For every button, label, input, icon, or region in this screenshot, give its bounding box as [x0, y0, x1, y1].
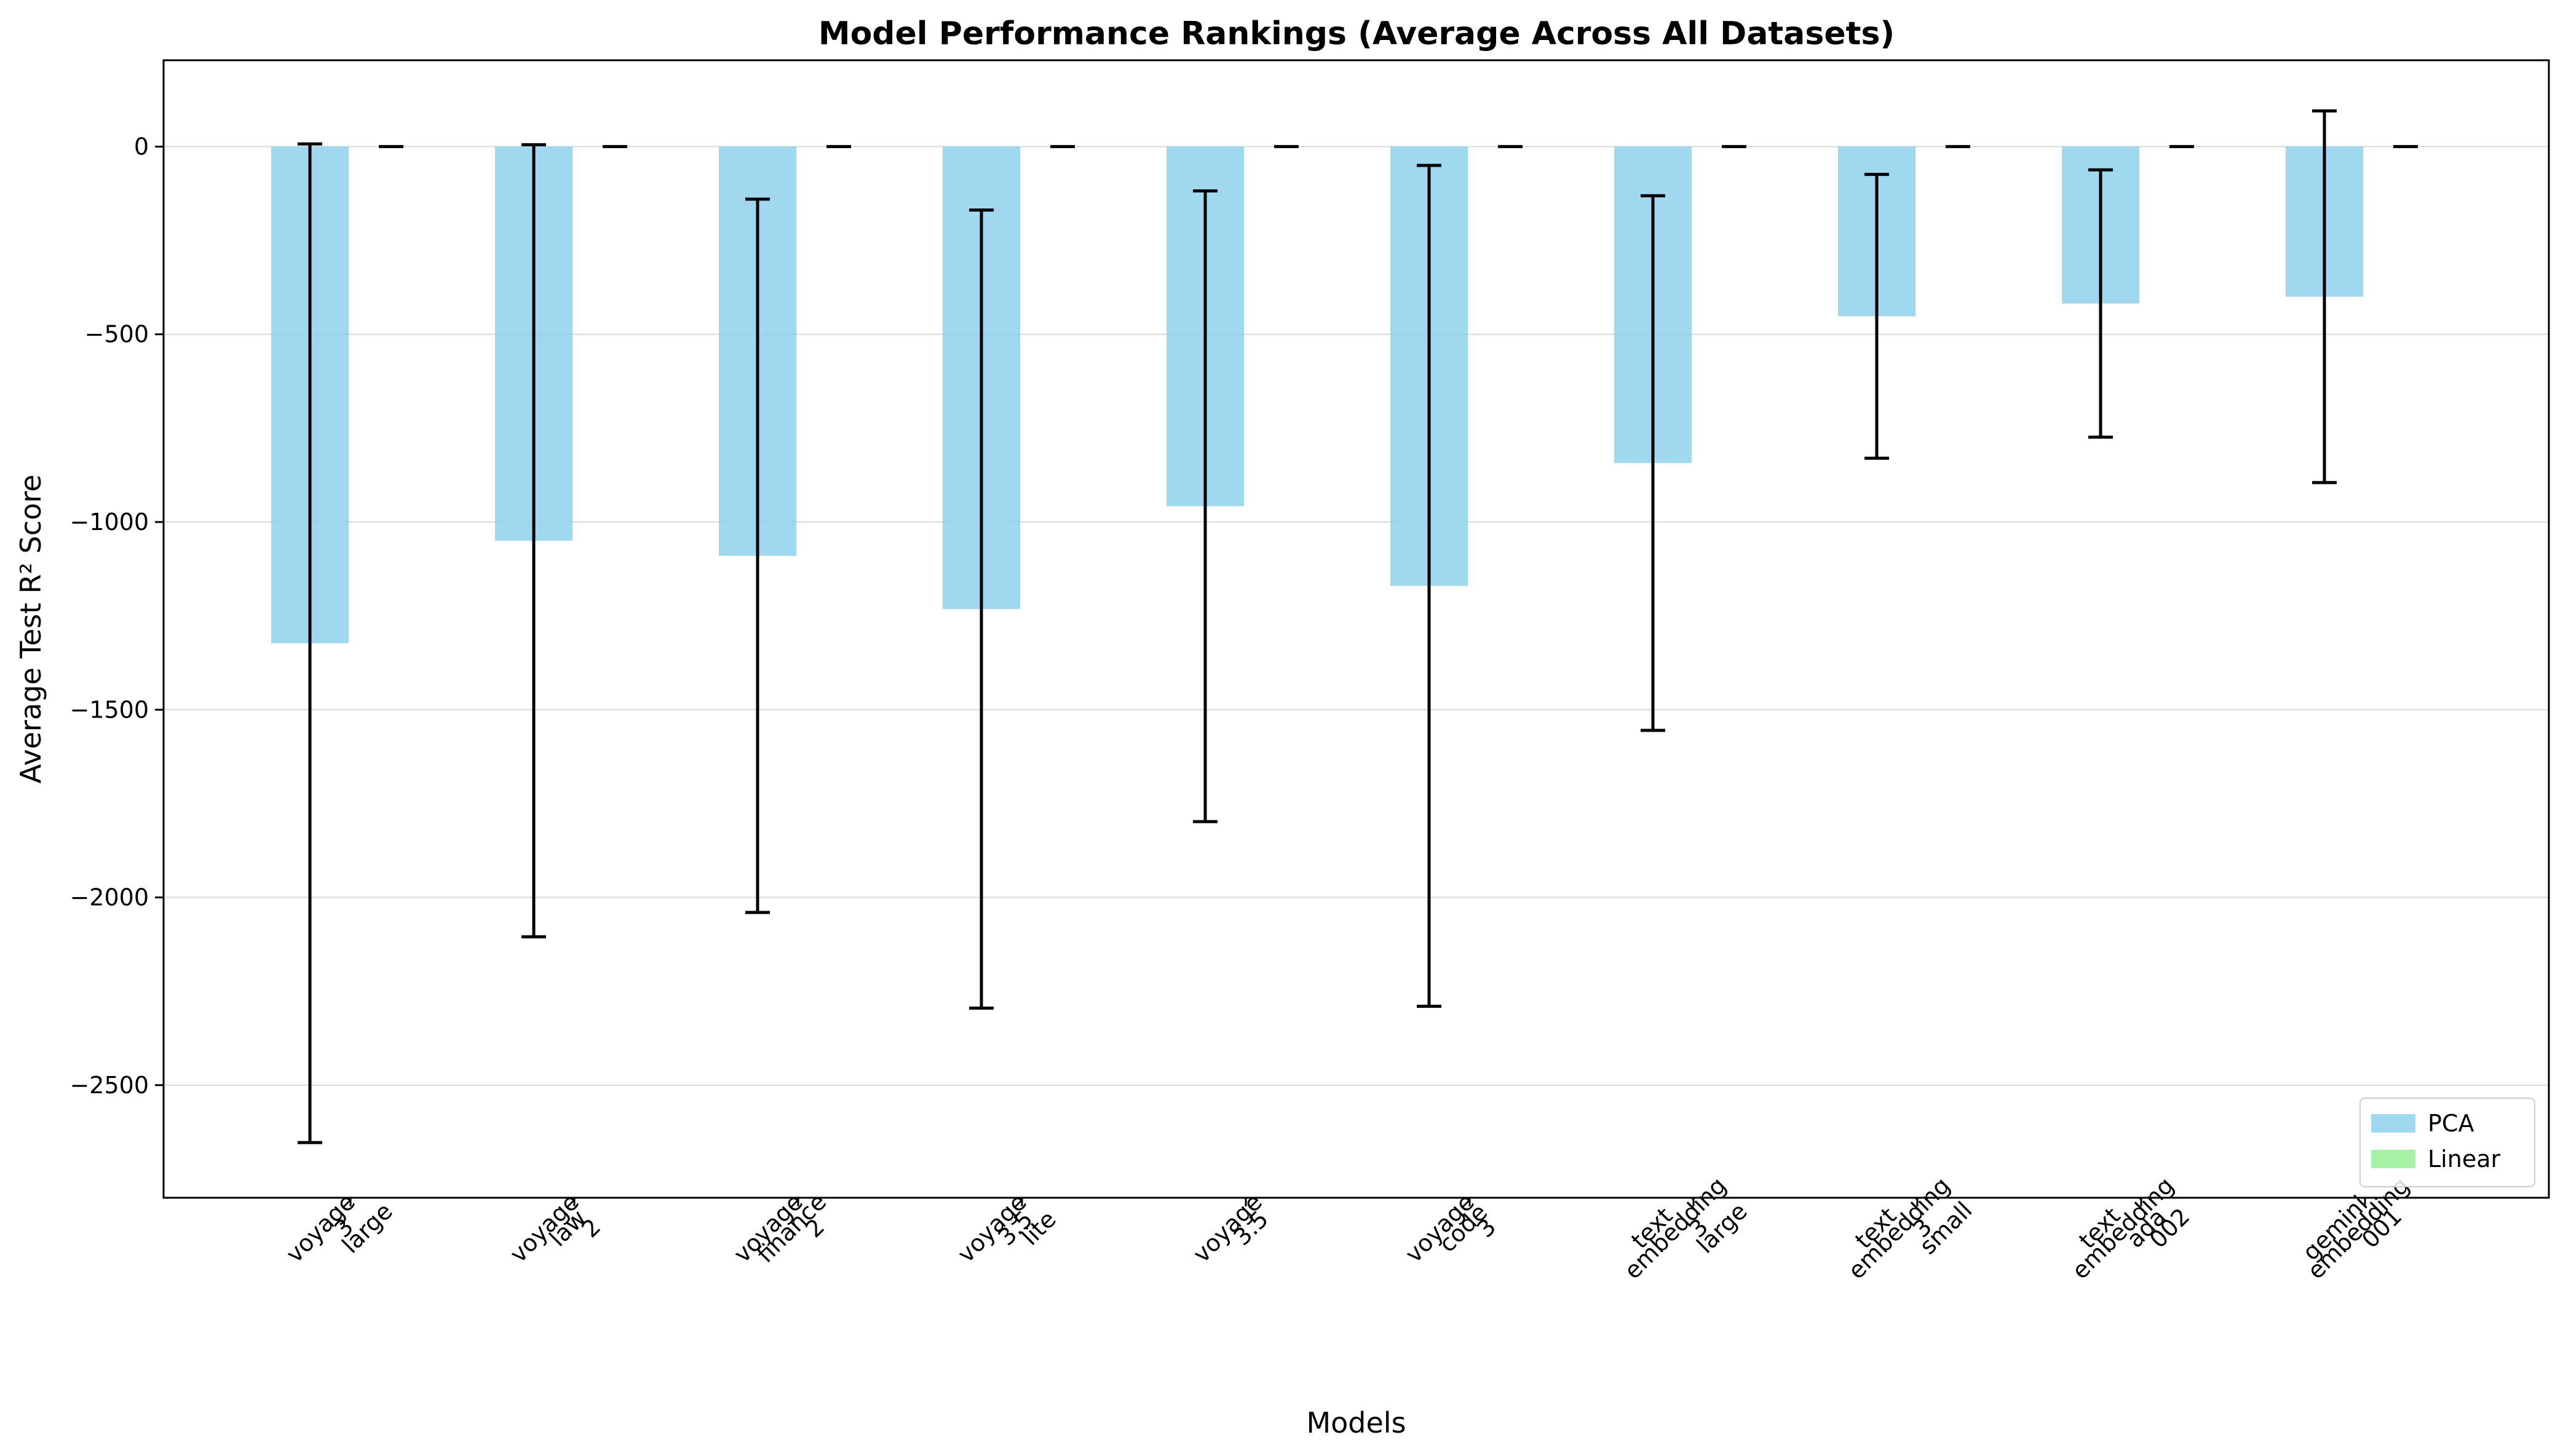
x-tick-label-7: textembedding3small	[1831, 1160, 1979, 1308]
errorbar-pca-3	[969, 208, 994, 1010]
plot-frame	[162, 59, 2550, 1199]
x-tick-label-6: textembedding3large	[1607, 1160, 1755, 1308]
x-tick-label-0: voyage3large	[281, 1174, 398, 1291]
errorbar-pca-7	[1864, 173, 1889, 460]
bars	[271, 146, 2444, 644]
x-tick-label-5: voyagecode3	[1400, 1187, 1505, 1291]
y-axis: 0 −500 −1000 −1500 −2000 −2500	[69, 133, 164, 1099]
y-tick-label-1: −500	[85, 321, 149, 348]
x-tick-label-8: textembeddingada002	[2055, 1160, 2203, 1308]
errorbar-pca-6	[1641, 194, 1665, 732]
legend-label-linear: Linear	[2428, 1145, 2500, 1173]
y-axis-label: Average Test R² Score	[14, 475, 47, 784]
errorbar-pca-8	[2088, 168, 2113, 439]
legend: PCA Linear	[2359, 1098, 2535, 1187]
errorbar-pca-2	[745, 197, 770, 914]
x-tick-label-4: voyage3.5	[1188, 1189, 1279, 1280]
y-tick-label-2: −1000	[69, 508, 149, 536]
y-tick-label-5: −2500	[69, 1072, 149, 1099]
errorbar-pca-9	[2312, 109, 2337, 485]
chart-title: Model Performance Rankings (Average Acro…	[818, 15, 1895, 52]
errorbar-pca-0	[298, 142, 322, 1144]
y-tick-label-3: −1500	[69, 696, 149, 723]
errorbar-pca-1	[521, 143, 546, 939]
errorbar-pca-5	[1417, 164, 1441, 1008]
legend-label-pca: PCA	[2428, 1110, 2474, 1137]
error-bars	[298, 109, 2418, 1144]
x-axis: voyage3large voyagelaw2 voyagefinance2 voya…	[281, 1160, 2415, 1308]
y-tick-label-0: 0	[134, 133, 149, 160]
x-axis-label: Models	[1306, 1406, 1406, 1439]
legend-swatch-linear	[2371, 1150, 2415, 1168]
errorbar-pca-4	[1193, 189, 1218, 823]
x-tick-label-2: voyagefinance2	[729, 1176, 844, 1291]
legend-swatch-pca	[2371, 1114, 2415, 1133]
y-tick-label-4: −2000	[69, 884, 149, 911]
x-tick-label-1: voyagelaw2	[505, 1189, 608, 1291]
